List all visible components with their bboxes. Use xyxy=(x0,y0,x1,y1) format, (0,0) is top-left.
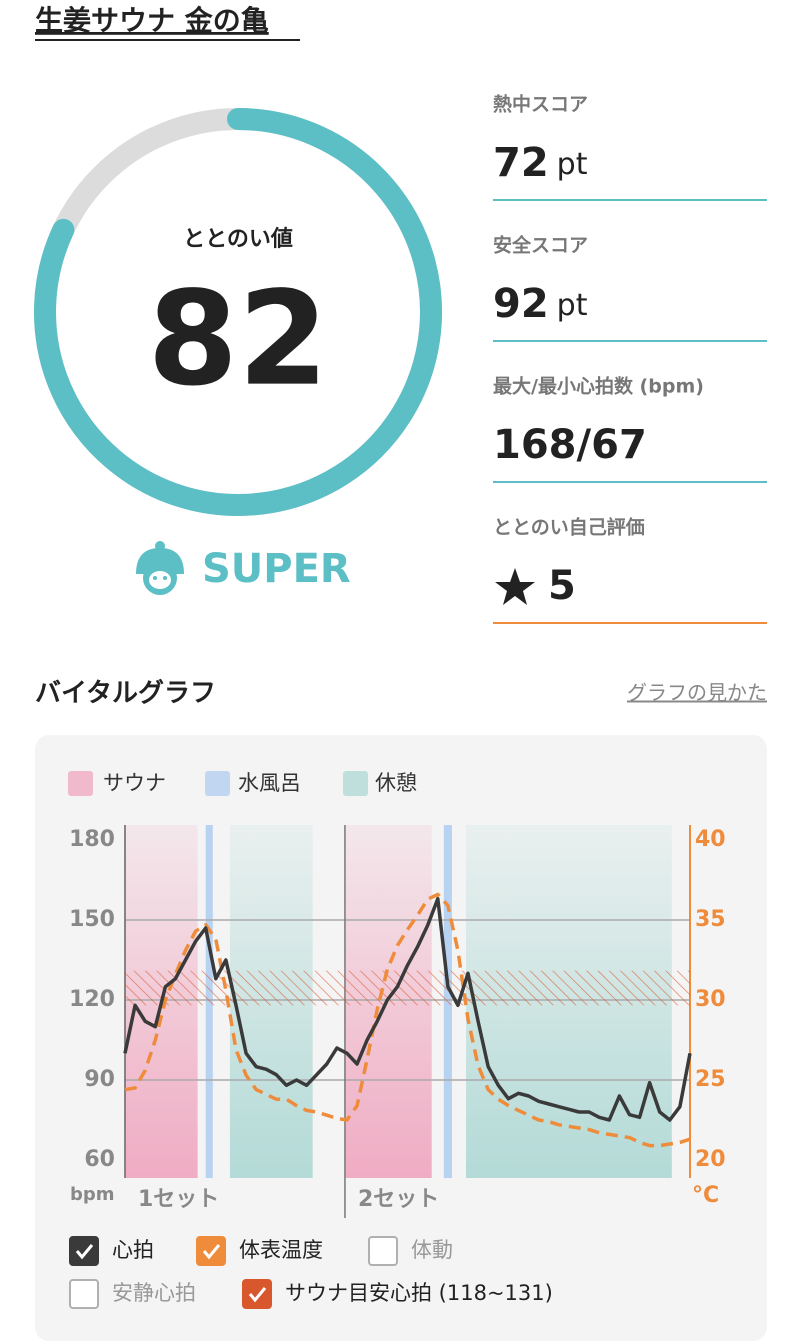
y-tick-label: 180 xyxy=(69,827,115,852)
y-tick-label: 150 xyxy=(69,907,115,932)
help-link[interactable]: グラフの見かた xyxy=(627,681,767,705)
gauge-arc xyxy=(34,108,442,516)
checkmark xyxy=(75,1244,94,1260)
stat-value: 72 pt xyxy=(493,140,588,186)
toggle[interactable]: サウナ目安心拍 (118~131) xyxy=(242,1279,553,1309)
legend-swatch xyxy=(68,771,93,796)
stat-value: 5 xyxy=(548,563,576,609)
y2-tick-label: 25 xyxy=(695,1067,726,1092)
stat-unit: pt xyxy=(557,147,588,182)
stat-unit: pt xyxy=(557,288,588,323)
stat-number: 5 xyxy=(548,563,576,609)
toggle[interactable]: 体動 xyxy=(368,1236,453,1266)
legend-label: 水風呂 xyxy=(238,771,301,795)
toggle-label: サウナ目安心拍 (118~131) xyxy=(285,1281,553,1305)
toggle-label: 安静心拍 xyxy=(112,1281,196,1305)
mascot-icon xyxy=(136,541,184,595)
toggle[interactable]: 安静心拍 xyxy=(69,1279,196,1309)
set-label: 1セット xyxy=(138,1187,219,1212)
checkbox xyxy=(242,1279,272,1309)
series-line xyxy=(124,892,691,1148)
checkbox xyxy=(196,1236,226,1266)
stat-number: 72 xyxy=(493,140,549,186)
y2-tick-label: 40 xyxy=(695,827,726,852)
gauge-ring xyxy=(34,108,442,516)
y-tick-label: 60 xyxy=(84,1147,115,1172)
set-label: 2セット xyxy=(358,1187,439,1212)
stat-value: 168/67 xyxy=(493,422,647,468)
guide-band xyxy=(125,970,690,1006)
stat-label: 最大/最小心拍数 (bpm) xyxy=(493,375,704,398)
stat-number: 168/67 xyxy=(493,422,647,468)
y2-unit: °C xyxy=(692,1183,719,1208)
y-unit: bpm xyxy=(70,1184,115,1205)
checkbox xyxy=(69,1279,99,1309)
legend-swatch xyxy=(205,771,230,796)
y-tick-label: 90 xyxy=(84,1067,115,1092)
checkbox xyxy=(368,1236,398,1266)
stat-value: 92 pt xyxy=(493,281,588,327)
y-tick-label: 120 xyxy=(69,987,115,1012)
toggle-label: 体表温度 xyxy=(239,1238,323,1262)
checkmark xyxy=(202,1244,221,1260)
checkmark xyxy=(248,1287,267,1303)
shop-title[interactable]: 生姜サウナ 金の亀 xyxy=(35,4,269,37)
stat-label: ととのい自己評価 xyxy=(493,516,645,539)
toggle-label: 心拍 xyxy=(112,1238,154,1262)
rank: SUPER xyxy=(202,546,351,592)
legend-label: サウナ xyxy=(103,771,166,795)
checkbox xyxy=(69,1236,99,1266)
y2-tick-label: 30 xyxy=(695,987,726,1012)
stat-number: 92 xyxy=(493,281,549,327)
gauge-value: 82 xyxy=(148,263,329,415)
legend-label: 休憩 xyxy=(375,771,417,795)
section-title: バイタルグラフ xyxy=(35,679,216,709)
legend-swatch xyxy=(343,771,368,796)
stat-label: 熱中スコア xyxy=(493,93,588,116)
stat-label: 安全スコア xyxy=(493,234,588,257)
y2-tick-label: 35 xyxy=(695,907,726,932)
toggle-label: 体動 xyxy=(411,1238,453,1262)
gauge-label: ととのい値 xyxy=(183,227,293,252)
y2-tick-label: 20 xyxy=(695,1147,726,1172)
series-line xyxy=(123,896,692,1122)
star-icon xyxy=(495,568,535,605)
toggle[interactable]: 心拍 xyxy=(69,1236,154,1266)
toggle[interactable]: 体表温度 xyxy=(196,1236,323,1266)
